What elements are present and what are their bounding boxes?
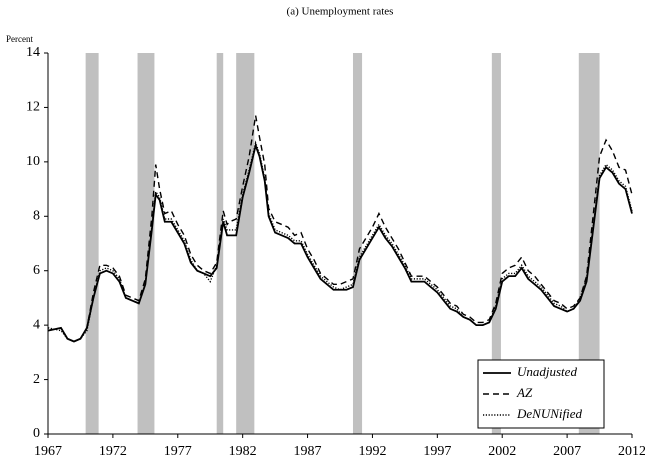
- y-tick-label: 8: [33, 209, 40, 224]
- y-axis-label: Percent: [6, 34, 33, 44]
- y-tick-label: 4: [33, 317, 40, 332]
- y-tick-label: 0: [33, 426, 40, 441]
- x-tick-label: 2002: [488, 444, 516, 459]
- x-tick-label: 1992: [358, 444, 386, 459]
- x-tick-label: 2012: [618, 444, 645, 459]
- chart-title: (a) Unemployment rates: [287, 6, 394, 18]
- x-tick-label: 1982: [229, 444, 257, 459]
- recession-band: [236, 53, 255, 434]
- series-line: [47, 142, 633, 343]
- y-tick-label: 10: [26, 154, 40, 169]
- recession-band: [578, 53, 600, 434]
- recession-band: [85, 53, 99, 434]
- x-tick-label: 2007: [553, 444, 581, 459]
- series-line: [47, 140, 633, 343]
- x-tick-label: 1977: [164, 444, 192, 459]
- y-tick-label: 6: [33, 263, 40, 278]
- legend-label: Unadjusted: [517, 364, 577, 379]
- recession-band: [352, 53, 363, 434]
- y-tick-label: 2: [33, 372, 40, 387]
- legend-label: DeNUNified: [516, 406, 582, 421]
- x-tick-label: 1987: [294, 444, 322, 459]
- x-tick-label: 1997: [423, 444, 451, 459]
- recession-band: [491, 53, 501, 434]
- series-line: [47, 115, 633, 343]
- legend-label: AZ: [516, 385, 533, 400]
- recession-band: [137, 53, 155, 434]
- y-tick-label: 14: [26, 45, 40, 60]
- x-tick-label: 1967: [34, 444, 62, 459]
- x-tick-label: 1972: [99, 444, 127, 459]
- y-tick-label: 12: [26, 100, 40, 115]
